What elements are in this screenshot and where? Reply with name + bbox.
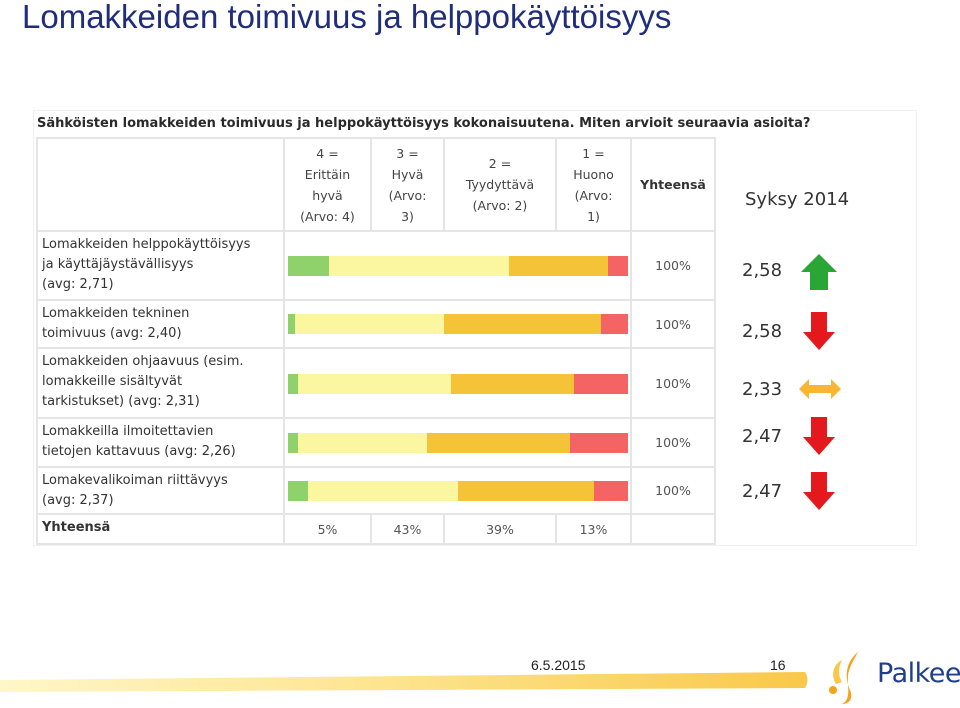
season-label: Syksy 2014 — [745, 189, 850, 210]
footer-good: 43% — [372, 515, 443, 543]
header-good-label: 3 = Hyvä (Arvo: 3) — [388, 145, 427, 224]
header-empty-cell — [38, 139, 283, 230]
bar-segment — [427, 433, 571, 453]
bar-segment — [288, 256, 329, 276]
footer-total-empty — [632, 515, 714, 543]
row-label-4: Lomakkeilla ilmoitettavien tietojen katt… — [38, 419, 283, 466]
page-number: 16 — [770, 657, 786, 673]
survey-frame — [33, 110, 917, 546]
header-very-good: 4 = Erittäin hyvä (Arvo: 4) — [285, 139, 370, 230]
footer-row-label: Yhteensä — [38, 515, 283, 543]
bar-segment — [298, 433, 428, 453]
footer-swoosh — [0, 672, 808, 692]
palkeet-logo-icon — [829, 652, 858, 704]
row-total-2: 100% — [632, 301, 714, 347]
header-good: 3 = Hyvä (Arvo: 3) — [372, 139, 443, 230]
row-label-2: Lomakkeiden tekninen toimivuus (avg: 2,4… — [38, 301, 283, 347]
arrow-down-icon — [803, 312, 835, 350]
score-3: 2,33 — [742, 379, 783, 400]
bar-segment — [444, 314, 601, 334]
header-total-label: Yhteensä — [640, 177, 706, 192]
bar-segment — [308, 481, 458, 501]
row-label-1: Lomakkeiden helppokäyttöisyys ja käyttäj… — [38, 232, 283, 299]
row-total-1: 100% — [632, 232, 714, 299]
footer-satisfactory: 39% — [445, 515, 555, 543]
bar-segment — [294, 314, 445, 334]
bar-segment — [328, 256, 509, 276]
header-poor-label: 1 = Huono (Arvo: 1) — [573, 145, 614, 224]
bar-segment — [570, 433, 628, 453]
bar-segment — [288, 374, 299, 394]
header-total: Yhteensä — [632, 139, 714, 230]
header-poor: 1 = Huono (Arvo: 1) — [557, 139, 630, 230]
slide-title: Lomakkeiden toimivuus ja helppokäyttöisy… — [22, 0, 672, 35]
header-satisfactory-label: 2 = Tyydyttävä (Arvo: 2) — [465, 156, 535, 213]
arrow-up-icon — [801, 254, 837, 290]
bar-segment — [594, 481, 628, 501]
footer-date: 6.5.2015 — [531, 657, 586, 673]
arrow-down-icon — [803, 472, 835, 510]
survey-question: Sähköisten lomakkeiden toimivuus ja help… — [37, 116, 811, 131]
row-total-4: 100% — [632, 419, 714, 466]
footer-very-good: 5% — [285, 515, 370, 543]
logo-text: Palkeet — [877, 658, 960, 689]
bar-segment — [509, 256, 608, 276]
row-total-3: 100% — [632, 349, 714, 417]
bar-segment — [451, 374, 574, 394]
score-1: 2,58 — [742, 260, 783, 281]
bar-segment — [298, 374, 452, 394]
header-satisfactory: 2 = Tyydyttävä (Arvo: 2) — [445, 139, 555, 230]
bar-segment — [288, 314, 295, 334]
bar-segment — [607, 256, 628, 276]
row-label-3: Lomakkeiden ohjaavuus (esim. lomakkeille… — [38, 349, 283, 417]
header-very-good-label: 4 = Erittäin hyvä (Arvo: 4) — [300, 145, 355, 224]
score-5: 2,47 — [742, 481, 783, 502]
footer-poor: 13% — [557, 515, 630, 543]
bar-segment — [288, 433, 299, 453]
bar-segment — [600, 314, 628, 334]
score-2: 2,58 — [742, 321, 783, 342]
row-label-5: Lomakevalikoiman riittävyys (avg: 2,37) — [38, 468, 283, 513]
bar-segment — [458, 481, 594, 501]
score-4: 2,47 — [742, 426, 783, 447]
bar-segment — [288, 481, 309, 501]
arrow-side-icon — [799, 379, 841, 399]
arrow-down-icon — [803, 417, 835, 455]
bar-segment — [573, 374, 628, 394]
row-total-5: 100% — [632, 468, 714, 513]
